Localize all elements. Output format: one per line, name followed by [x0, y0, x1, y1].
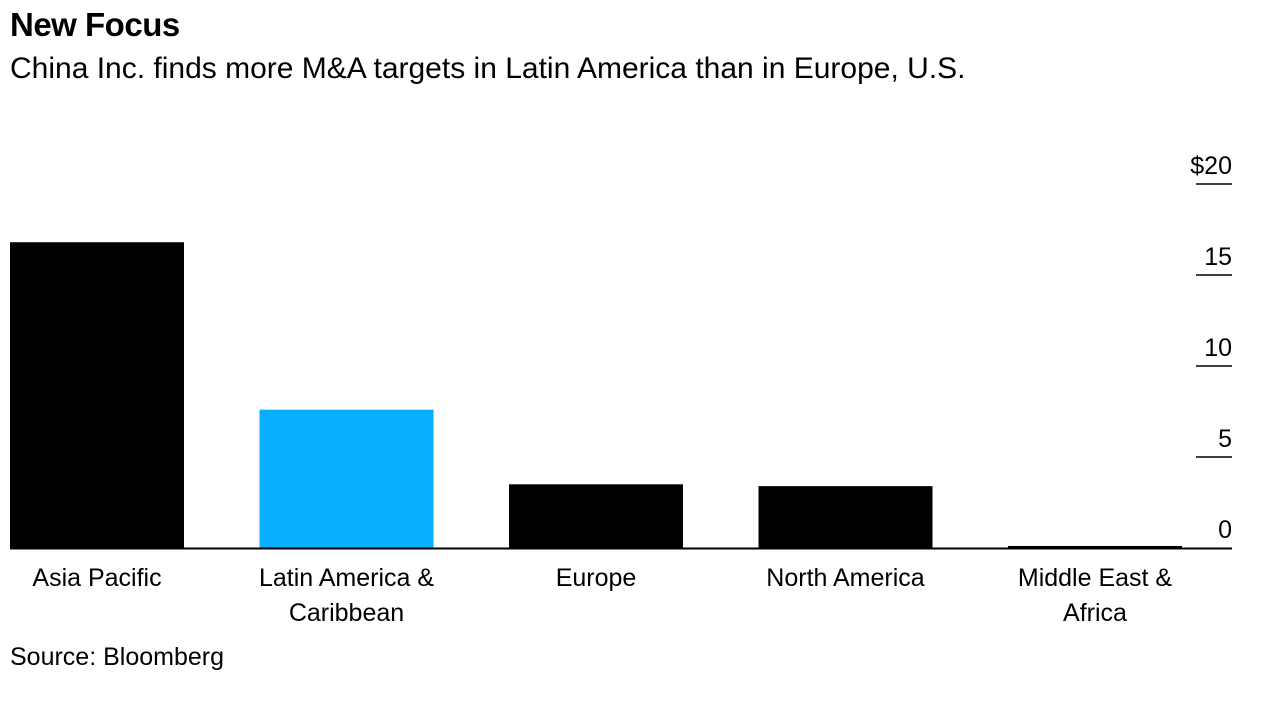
bar-chart: 0 5 10 15 $20 Asia Pacific Latin America & Car…	[10, 152, 1232, 627]
y-tick-label: 0	[1218, 516, 1232, 544]
x-category-label: North America	[766, 564, 924, 592]
x-category-label: Asia Pacific	[32, 564, 161, 592]
y-tick-label: $20	[1190, 152, 1232, 180]
x-category-label: Latin America & Caribbean	[259, 564, 434, 627]
y-tick-label: 15	[1204, 243, 1232, 271]
y-axis: 0 5 10 15 $20	[1190, 152, 1232, 544]
source-note: Source: Bloomberg	[10, 643, 225, 671]
y-tick-label: 10	[1204, 334, 1232, 362]
chart-title: New Focus	[10, 6, 180, 43]
bar	[10, 242, 184, 549]
x-category-label: Europe	[556, 564, 637, 592]
bars	[10, 242, 1182, 549]
x-axis-labels: Asia Pacific Latin America & Caribbean Euro…	[32, 564, 1172, 627]
y-tick-label: 5	[1218, 425, 1232, 453]
chart-subtitle: China Inc. finds more M&A targets in Lat…	[10, 52, 966, 85]
bar	[758, 486, 933, 548]
bar	[259, 409, 434, 548]
bar	[1008, 546, 1182, 548]
x-category-label: Middle East & Africa	[1018, 564, 1173, 627]
bar	[509, 484, 683, 548]
